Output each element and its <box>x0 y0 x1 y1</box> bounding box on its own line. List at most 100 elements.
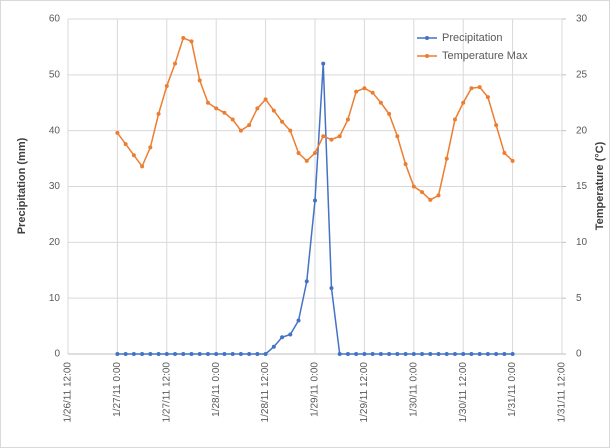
data-point <box>378 352 383 356</box>
x-tick-label: 1/27/11 0:00 <box>112 362 123 417</box>
data-point <box>255 106 260 111</box>
x-tick-label: 1/30/11 12:00 <box>458 362 469 423</box>
data-point <box>428 197 433 202</box>
data-point <box>313 151 317 155</box>
data-point <box>156 111 161 116</box>
data-point <box>296 151 301 155</box>
data-point <box>222 352 227 356</box>
data-point <box>403 352 408 356</box>
y-tick-label: 30 <box>49 181 61 192</box>
data-point <box>288 128 293 133</box>
data-point <box>345 352 350 356</box>
data-point <box>510 158 515 163</box>
y2-tick-label: 5 <box>576 293 582 304</box>
y2-tick-label: 0 <box>576 349 582 360</box>
data-point <box>115 130 120 135</box>
y2-axis-title: Temperature (°C) <box>594 141 606 230</box>
data-point <box>502 352 507 356</box>
data-point <box>395 134 400 139</box>
data-point <box>485 352 490 356</box>
y-tick-label: 20 <box>49 237 61 248</box>
data-point <box>247 352 252 356</box>
data-point <box>181 352 186 356</box>
y2-tick-label: 25 <box>576 69 588 80</box>
legend-marker <box>425 54 429 58</box>
y-tick-label: 0 <box>54 349 60 360</box>
x-tick-label: 1/29/11 0:00 <box>310 362 321 417</box>
data-point <box>444 352 449 356</box>
data-point <box>247 123 252 128</box>
data-point <box>502 151 507 155</box>
data-point <box>263 352 268 356</box>
data-point <box>173 61 178 66</box>
y2-tick-label: 15 <box>576 181 588 192</box>
data-point <box>148 352 153 356</box>
data-point <box>263 97 268 102</box>
x-tick-label: 1/29/11 12:00 <box>359 362 370 423</box>
data-point <box>362 352 367 356</box>
data-point <box>140 352 145 356</box>
data-point <box>181 35 186 40</box>
data-point <box>280 335 285 340</box>
data-point <box>354 89 359 94</box>
data-point <box>296 318 301 323</box>
data-point <box>197 78 202 83</box>
data-point <box>485 95 490 100</box>
x-tick-label: 1/28/11 0:00 <box>211 362 222 417</box>
data-point <box>156 352 161 356</box>
legend-label: Precipitation <box>442 32 503 44</box>
data-point <box>444 156 449 161</box>
data-point <box>345 117 350 122</box>
data-point <box>403 162 408 167</box>
data-point <box>321 134 326 139</box>
data-point <box>494 352 499 356</box>
data-point <box>205 352 210 356</box>
data-point <box>428 352 433 356</box>
data-point <box>370 90 375 95</box>
data-point <box>329 137 334 142</box>
data-point <box>164 84 169 88</box>
data-point <box>378 100 383 105</box>
data-point <box>477 352 482 356</box>
data-point <box>477 85 482 90</box>
data-point <box>362 86 367 91</box>
y-tick-label: 50 <box>49 69 61 80</box>
data-point <box>370 352 375 356</box>
data-point <box>123 142 128 147</box>
data-point <box>395 352 400 356</box>
data-point <box>304 158 309 163</box>
data-point <box>313 198 317 203</box>
data-point <box>230 352 235 356</box>
y2-tick-label: 30 <box>576 14 588 25</box>
data-point <box>494 123 499 128</box>
x-tick-label: 1/31/11 12:00 <box>557 362 568 423</box>
data-point <box>222 110 227 115</box>
data-point <box>230 117 235 122</box>
data-point <box>452 117 457 122</box>
data-point <box>387 111 392 116</box>
data-point <box>329 286 334 291</box>
legend-marker <box>425 36 429 40</box>
data-point <box>115 352 120 356</box>
y2-tick-label: 20 <box>576 125 588 136</box>
data-point <box>255 352 260 356</box>
data-point <box>173 352 178 356</box>
data-point <box>420 352 425 356</box>
data-point <box>214 352 219 356</box>
data-point <box>337 352 342 356</box>
data-point <box>288 332 293 337</box>
data-point <box>197 352 202 356</box>
data-point <box>411 352 416 356</box>
data-point <box>452 352 457 356</box>
legend-label: Temperature Max <box>442 50 528 62</box>
data-point <box>461 100 466 105</box>
data-point <box>238 128 243 133</box>
y-tick-label: 10 <box>49 293 61 304</box>
data-point <box>411 184 416 189</box>
y-tick-label: 60 <box>49 14 61 25</box>
x-tick-label: 1/27/11 12:00 <box>161 362 172 423</box>
x-tick-label: 1/28/11 12:00 <box>260 362 271 423</box>
data-point <box>461 352 466 356</box>
data-point <box>436 352 441 356</box>
y-axis-title: Precipitation (mm) <box>16 137 28 234</box>
